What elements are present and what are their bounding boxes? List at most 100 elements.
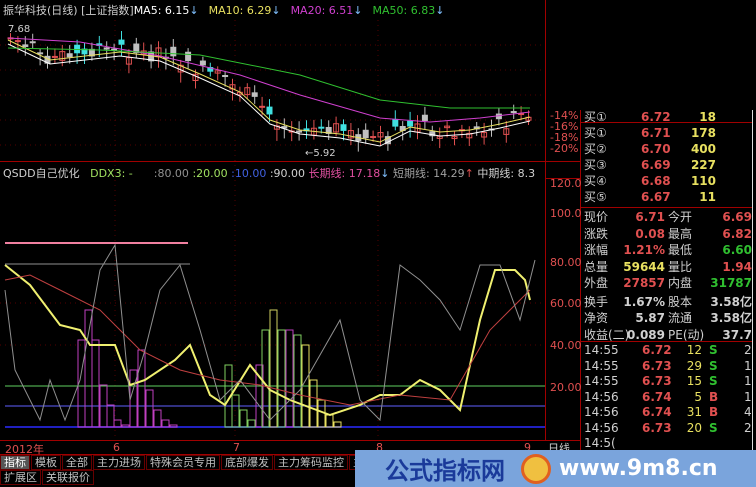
quote-value: 6.82: [722, 226, 752, 241]
ma-value: MA20: 6.51↓: [290, 4, 363, 17]
quote-value: 6.69: [722, 210, 752, 224]
tick-price: 6.73: [642, 374, 672, 388]
order-book-row: 买③ 6.69 227: [584, 157, 754, 173]
axis-label: 20.00: [550, 381, 582, 394]
order-book-row: 买④ 6.68 110: [584, 173, 754, 189]
indicator-bar: [325, 414, 334, 428]
ddx-value: DDX3: -: [90, 167, 133, 180]
candle: [244, 87, 251, 96]
axis-label: -14%: [550, 109, 579, 122]
indicator-bar: [333, 421, 342, 428]
indicator-bar: [277, 329, 286, 428]
main-chart-header: 振华科技(日线) [上证指数]MA5: 6.15↓ MA10: 6.29↓ MA20…: [3, 2, 444, 18]
tab-indicator[interactable]: 模板: [31, 455, 61, 470]
indicator-header: QSDD自己优化 DDX3: - :80.00 :20.00 :10.00 :9…: [3, 165, 535, 181]
tick-side: S: [709, 358, 718, 373]
indicator-bar: [231, 394, 240, 428]
up-arrow-icon: ↑: [464, 167, 474, 180]
level-label: 买②: [584, 142, 607, 156]
ma-value: MA50: 6.83↓: [372, 4, 445, 17]
order-book-row: 买② 6.70 400: [584, 141, 754, 157]
low-price-marker: ←5.92: [305, 148, 336, 159]
tab-extension[interactable]: 扩展区: [0, 470, 41, 485]
short-line-value: 短期线: 14.29: [392, 167, 465, 180]
down-arrow-icon: ↓: [271, 4, 281, 17]
tick-volume: 20: [686, 420, 702, 435]
tick-price: 6.73: [642, 420, 672, 435]
candle: [125, 57, 132, 65]
candle: [133, 43, 140, 54]
tick-time: 14:55: [584, 343, 619, 357]
indicator-bar: [153, 409, 162, 428]
tab-indicator[interactable]: 全部: [62, 455, 92, 470]
indicator-bar: [255, 364, 264, 428]
tick-volume: 5: [694, 389, 702, 404]
tick-time: 14:56: [584, 405, 619, 419]
quote-row: 涨跌 0.08 最高 6.82: [584, 226, 754, 242]
candle: [51, 55, 58, 58]
quote-label: 现价: [584, 210, 609, 224]
candlestick-chart[interactable]: [0, 0, 545, 161]
ma50-line: [7, 47, 530, 109]
tab-indicator[interactable]: 主力进场: [93, 455, 145, 470]
order-book-row: 买① 6.72 18: [584, 109, 754, 125]
year-label: 2012年: [5, 443, 44, 456]
down-arrow-icon: ↓: [380, 167, 390, 180]
candle: [384, 136, 391, 145]
quote-row: 现价 6.71 今开 6.69: [584, 209, 754, 225]
bid-volume: 11: [699, 190, 716, 204]
quote-value: 6.71: [635, 210, 665, 224]
candle: [118, 39, 125, 45]
candle: [444, 125, 451, 129]
month-label: 9: [524, 441, 531, 454]
quote-row: 换手 1.67% 股本 3.58亿: [584, 294, 754, 310]
tab-indicator[interactable]: 主力筹码监控: [274, 455, 348, 470]
level-label: 买①: [584, 110, 607, 124]
candle: [503, 128, 510, 135]
candle: [481, 131, 488, 138]
tab-indicator[interactable]: 特殊会员专用: [146, 455, 220, 470]
tick-row: 14:55 6.73 29 S 1: [584, 358, 754, 374]
tick-time: 14:5(: [584, 436, 616, 450]
axis-label: 120.0: [550, 177, 582, 190]
axis-label: -16%: [550, 120, 579, 133]
tab-extension[interactable]: 关联报价: [42, 470, 94, 485]
candle: [421, 114, 428, 121]
indicator-bar: [121, 424, 130, 428]
candle: [429, 131, 436, 137]
quote-label: 总量: [584, 259, 609, 274]
quote-value: 0.08: [635, 226, 665, 241]
candle: [259, 105, 266, 108]
quote-label: 量比: [668, 259, 693, 274]
month-label: 6: [113, 441, 120, 454]
quote-value: 59644: [623, 259, 665, 274]
bid-volume: 110: [690, 174, 716, 188]
indicator-bar: [91, 339, 100, 428]
bid-volume: 18: [699, 110, 716, 124]
extension-tabs: 扩展区 关联报价: [0, 470, 95, 485]
quote-value: 3.58亿: [710, 294, 752, 309]
order-book-row: 买① 6.71 178: [584, 125, 754, 141]
quote-row: 总量 59644 量比 1.94: [584, 259, 754, 275]
indicator-name[interactable]: QSDD自己优化: [3, 167, 80, 180]
mid-line-value: 中期线: 8.3: [477, 167, 536, 180]
candle: [66, 53, 73, 58]
axis-label: 100.0: [550, 207, 582, 220]
candle: [199, 60, 206, 66]
axis-label: 80.00: [550, 256, 582, 269]
level-20: :20.00: [192, 167, 228, 180]
quote-label: 股本: [668, 294, 693, 309]
quote-label: 收益(二): [584, 327, 630, 342]
indicator-bar: [239, 409, 248, 428]
index-link[interactable]: [上证指数]: [81, 4, 134, 17]
tick-volume: 15: [686, 374, 702, 388]
ma10-line: [7, 39, 531, 143]
down-arrow-icon: ↓: [353, 4, 363, 17]
tab-indicator[interactable]: 指标: [0, 455, 30, 470]
bid-price: 6.72: [641, 110, 671, 124]
candle: [14, 40, 21, 43]
main-axis: -14% -16% -18% -20%: [550, 110, 578, 154]
indicator-chart[interactable]: [0, 0, 545, 440]
tab-indicator[interactable]: 底部爆发: [221, 455, 273, 470]
candle: [266, 106, 273, 115]
